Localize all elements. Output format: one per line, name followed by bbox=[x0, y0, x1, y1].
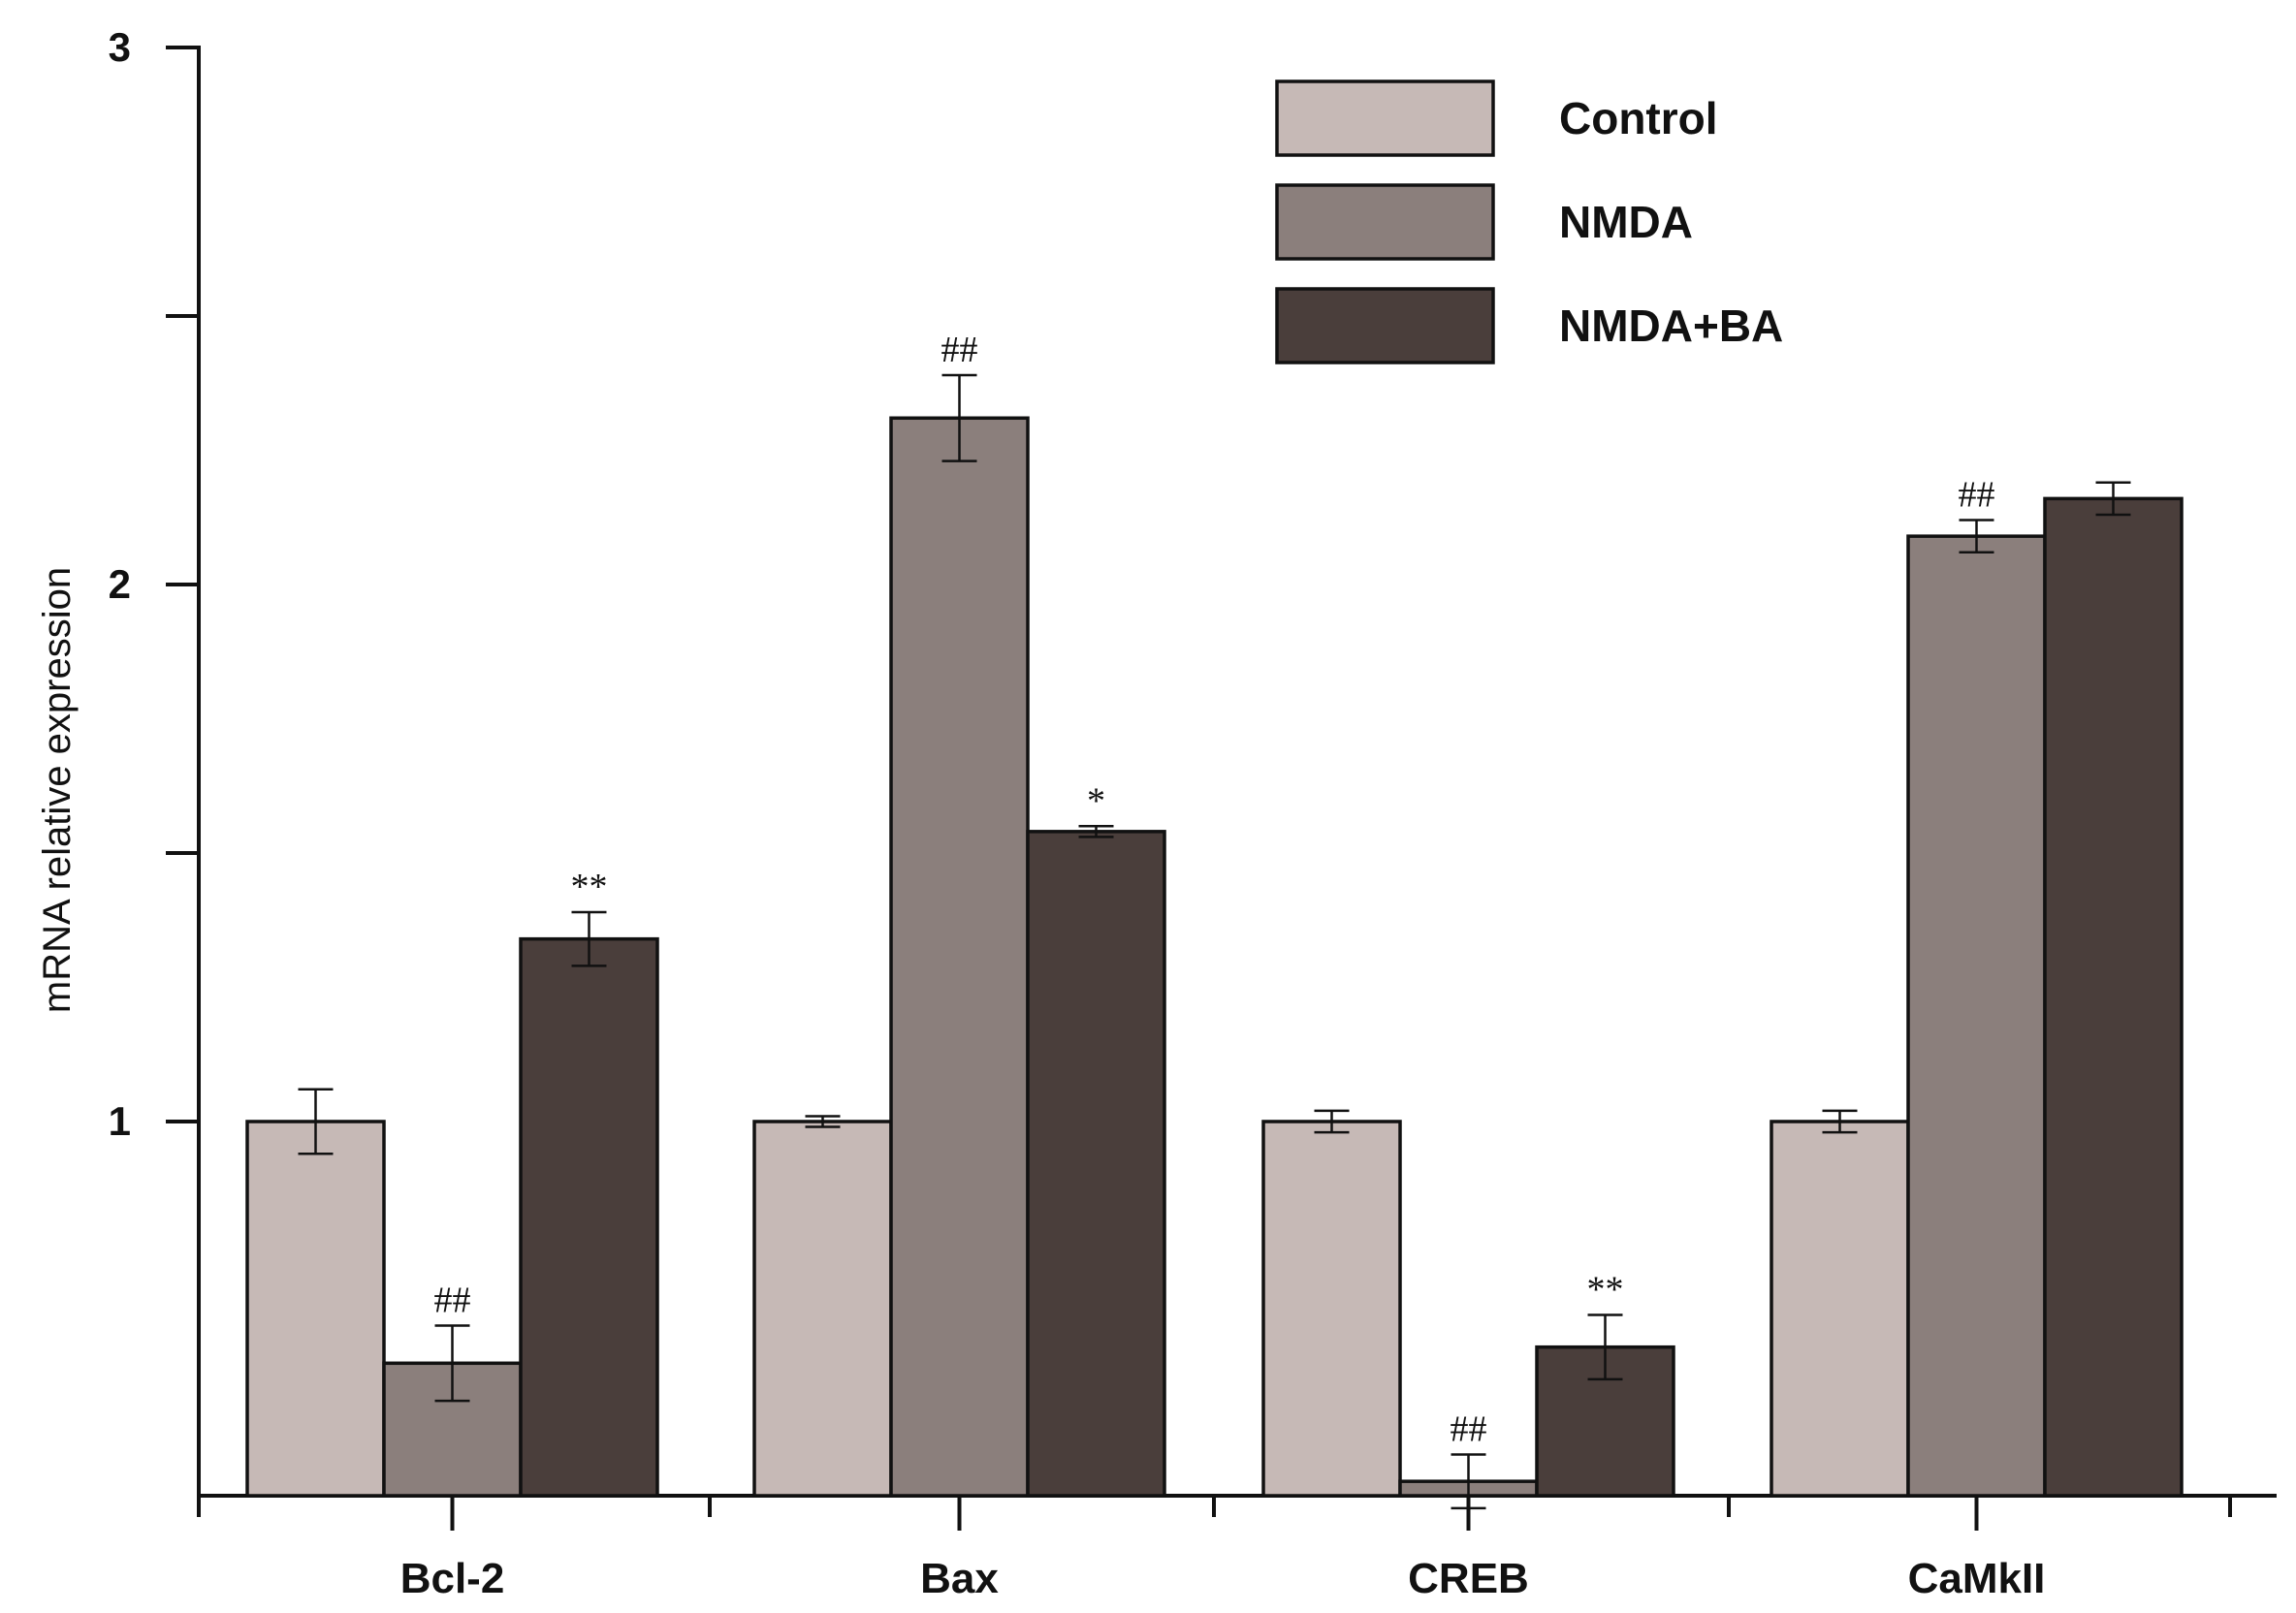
legend-swatch bbox=[1275, 287, 1495, 364]
bar-nmda-ba bbox=[1026, 830, 1166, 1498]
y-tick-label: 3 bbox=[109, 24, 131, 70]
y-tick-label: 1 bbox=[109, 1098, 131, 1144]
bar-nmda bbox=[1906, 534, 2047, 1498]
significance-mark: ## bbox=[1959, 475, 1995, 516]
significance-mark: ** bbox=[571, 867, 608, 907]
legend-swatch bbox=[1275, 183, 1495, 261]
bar-nmda bbox=[889, 416, 1030, 1498]
bar-nmda-ba bbox=[2043, 496, 2184, 1498]
x-category-label: CaMkII bbox=[1908, 1555, 2046, 1602]
bar-nmda-ba bbox=[519, 936, 659, 1498]
bar-nmda-ba bbox=[1535, 1344, 1675, 1498]
bar-control bbox=[1261, 1120, 1402, 1498]
bar-control bbox=[245, 1120, 386, 1498]
y-axis-title: mRNA relative expression bbox=[36, 567, 79, 1013]
legend-swatch bbox=[1275, 79, 1495, 157]
significance-mark: * bbox=[1087, 780, 1105, 821]
x-category-label: Bax bbox=[920, 1555, 999, 1602]
significance-mark: ** bbox=[1587, 1269, 1624, 1310]
y-tick-label: 2 bbox=[109, 561, 131, 607]
bar-control bbox=[1770, 1120, 1910, 1498]
legend-label: Control bbox=[1559, 93, 1718, 143]
legend-label: NMDA bbox=[1559, 197, 1693, 247]
error-bars bbox=[298, 373, 2131, 1510]
legend: Control NMDA NMDA+BA bbox=[1275, 79, 1783, 364]
legend-label: NMDA+BA bbox=[1559, 300, 1783, 351]
significance-mark: ## bbox=[434, 1281, 471, 1321]
x-category-label: CREB bbox=[1408, 1555, 1529, 1602]
x-category-label: Bcl-2 bbox=[400, 1555, 505, 1602]
bar-control bbox=[752, 1120, 893, 1498]
significance-mark: ## bbox=[941, 330, 978, 370]
bars bbox=[245, 416, 2184, 1498]
significance-mark: ## bbox=[1451, 1408, 1487, 1449]
significance-annotations: ########***** bbox=[434, 330, 1995, 1450]
